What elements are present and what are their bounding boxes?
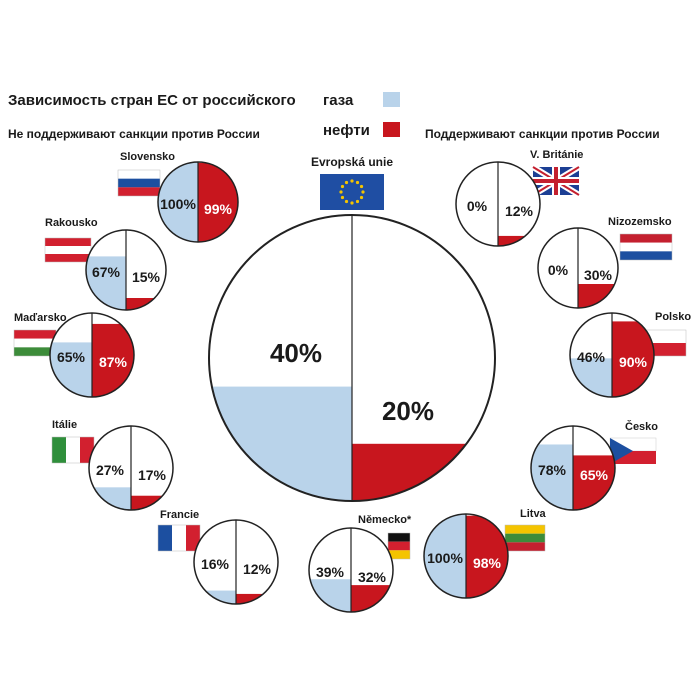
flag-stripe <box>118 187 160 196</box>
flag-star <box>359 184 364 189</box>
flag-stripe <box>620 234 672 243</box>
flag-stripe <box>388 550 410 559</box>
flag <box>320 174 384 210</box>
flag-star <box>340 195 345 200</box>
flag-stripe <box>66 437 80 463</box>
flag <box>117 169 161 197</box>
flag-stripe <box>158 525 172 551</box>
flag <box>504 524 546 552</box>
flag-star <box>355 180 360 185</box>
flag-star <box>340 184 345 189</box>
country-name: Rakousko <box>45 217 98 229</box>
flag-stripe <box>186 525 200 551</box>
gas-label: 46% <box>577 349 606 365</box>
country-name: Polsko <box>655 311 691 323</box>
flag-border <box>619 233 673 261</box>
flag-border <box>387 532 411 560</box>
flag-stripe <box>14 338 56 348</box>
oil-label: 32% <box>358 569 387 585</box>
left-subtitle: Не поддерживают санкции против России <box>8 127 260 141</box>
flag-star <box>344 199 349 204</box>
oil-label: 87% <box>99 354 128 370</box>
flag-stripe <box>620 242 672 252</box>
legend-oil-label: нефти <box>323 122 370 139</box>
flag-star <box>339 190 343 194</box>
legend-gas-label: газа <box>323 92 354 109</box>
gas-label: 78% <box>538 462 567 478</box>
right-subtitle: Поддерживают санкции против России <box>425 127 660 141</box>
gas-label: 0% <box>548 262 569 278</box>
country-name: Nizozemsko <box>608 216 672 228</box>
flag <box>531 164 581 198</box>
country-name: Česko <box>625 420 658 433</box>
flag-stripe <box>45 254 91 262</box>
legend-oil-swatch <box>383 122 400 137</box>
flag-stripe <box>118 170 160 179</box>
flag <box>619 233 673 261</box>
oil-label: 99% <box>204 201 233 217</box>
flag <box>51 436 95 464</box>
flag-cross <box>533 167 579 195</box>
flag-stripe <box>388 541 410 551</box>
flag-border <box>117 169 161 197</box>
title: Зависимость стран ЕС от российского <box>8 92 296 109</box>
flag-star <box>355 199 360 204</box>
flag-stripe <box>620 251 672 260</box>
oil-label: 17% <box>138 467 167 483</box>
country-name: Itálie <box>52 419 77 431</box>
flag-field <box>320 174 384 210</box>
country-name: Evropská unie <box>311 155 393 169</box>
gas-label: 67% <box>92 264 121 280</box>
flag-stripe <box>52 437 66 463</box>
flag-star <box>344 180 349 185</box>
country-name: Maďarsko <box>14 312 67 324</box>
legend-gas-swatch <box>383 92 400 107</box>
flag-star <box>361 190 365 194</box>
flag-border <box>157 524 201 552</box>
flag <box>609 437 657 464</box>
country-name: V. Británie <box>530 149 583 161</box>
oil-label: 12% <box>505 203 534 219</box>
country-name: Německo* <box>358 514 412 526</box>
flag-stripe <box>172 525 186 551</box>
flag-stripe <box>505 542 545 551</box>
flag-star <box>350 179 354 183</box>
oil-label: 15% <box>132 269 161 285</box>
oil-label: 65% <box>580 467 609 483</box>
flag-stripe <box>45 238 91 246</box>
flag-stripe <box>45 246 91 254</box>
country-name: Litva <box>520 508 547 520</box>
oil-label: 98% <box>473 555 502 571</box>
country-name: Slovensko <box>120 151 175 163</box>
flag-star <box>350 201 354 205</box>
flag-stripe <box>14 330 56 339</box>
gas-label: 27% <box>96 462 125 478</box>
flag <box>157 524 201 552</box>
oil-label: 20% <box>382 396 434 426</box>
gas-label: 65% <box>57 349 86 365</box>
country-name: Francie <box>160 509 199 521</box>
gas-label: 40% <box>270 338 322 368</box>
gas-label: 16% <box>201 556 230 572</box>
flag-triangle <box>610 438 633 464</box>
oil-label: 30% <box>584 267 613 283</box>
gas-label: 39% <box>316 564 345 580</box>
flag-stripe <box>505 525 545 534</box>
flag-stripe <box>388 533 410 542</box>
flag-border <box>504 524 546 552</box>
flag-star <box>359 195 364 200</box>
gas-label: 100% <box>427 550 463 566</box>
flag-stripe <box>505 533 545 543</box>
oil-label: 12% <box>243 561 272 577</box>
flag-stripe <box>118 178 160 188</box>
flag <box>387 532 411 560</box>
gas-label: 100% <box>160 196 196 212</box>
flag-stripe <box>14 347 56 356</box>
gas-label: 0% <box>467 198 488 214</box>
oil-label: 90% <box>619 354 648 370</box>
flag <box>44 237 92 263</box>
